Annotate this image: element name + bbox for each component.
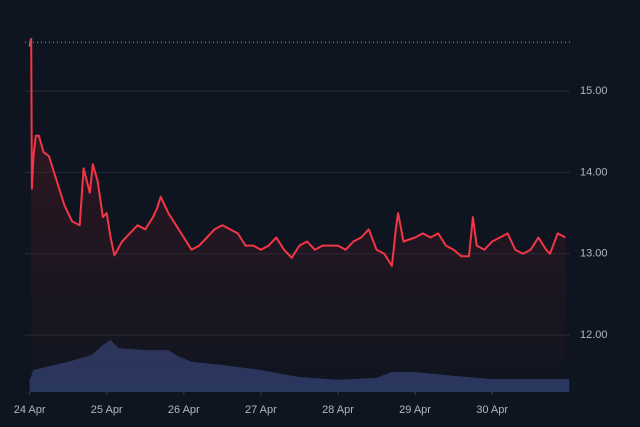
x-tick-label: 30 Apr [476, 404, 508, 416]
x-tick-label: 29 Apr [399, 404, 431, 416]
y-tick-label: 12.00 [580, 329, 608, 341]
x-tick-label: 27 Apr [245, 404, 277, 416]
y-tick-label: 13.00 [580, 248, 608, 260]
x-tick-label: 24 Apr [14, 404, 46, 416]
y-tick-label: 14.00 [580, 166, 608, 178]
x-tick-label: 25 Apr [91, 404, 123, 416]
x-tick-label: 26 Apr [168, 404, 200, 416]
y-tick-label: 15.00 [580, 85, 608, 97]
x-tick-label: 28 Apr [322, 404, 354, 416]
price-line [30, 38, 566, 267]
area [31, 38, 566, 392]
